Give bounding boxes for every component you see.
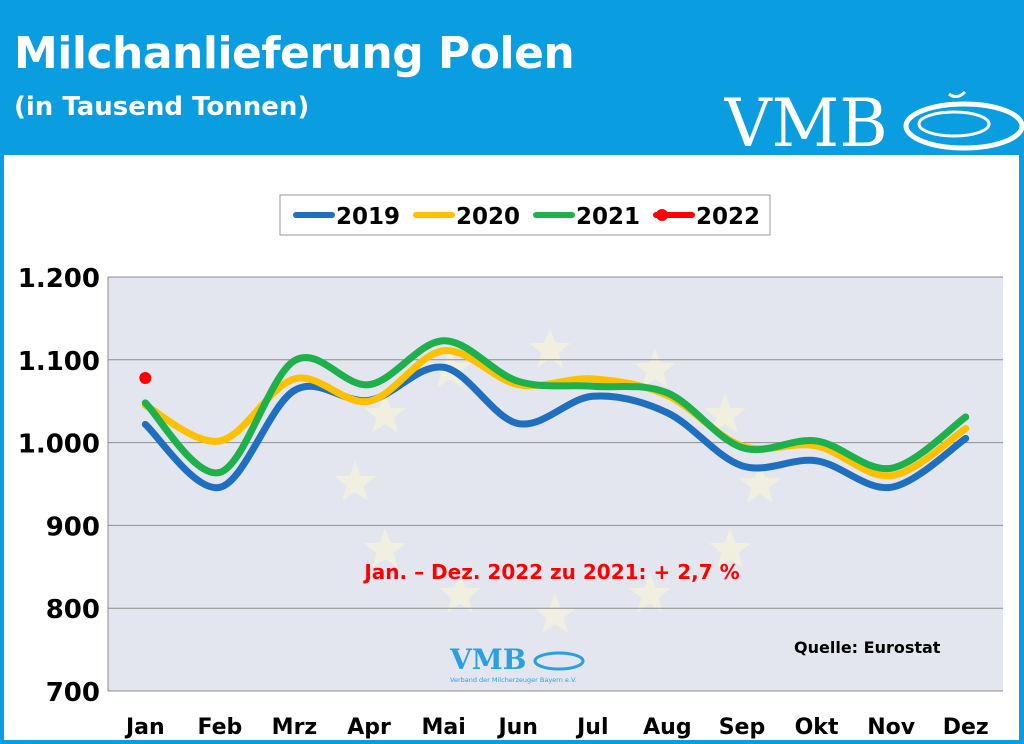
legend-label: 2020: [456, 204, 520, 230]
x-tick-label: Sep: [719, 715, 766, 740]
x-tick-label: Okt: [795, 715, 839, 740]
y-tick-label: 1.100: [18, 347, 100, 377]
x-tick-label: Nov: [867, 715, 916, 740]
legend-label: 2019: [336, 204, 400, 230]
x-tick-label: Feb: [197, 715, 242, 740]
y-tick-label: 900: [46, 512, 100, 542]
legend-label: 2022: [696, 204, 760, 230]
star-decoration: [709, 528, 751, 568]
legend-label: 2021: [576, 204, 640, 230]
x-tick-label: Mrz: [272, 715, 318, 740]
x-tick-label: Jan: [124, 715, 165, 740]
page-title: Milchanlieferung Polen: [14, 28, 575, 79]
star-decoration: [439, 573, 481, 613]
star-decoration: [739, 463, 781, 503]
star-decoration: [704, 393, 746, 433]
legend-marker: [656, 209, 668, 221]
watermark-logo-icon: [533, 651, 585, 671]
source-label: Quelle: Eurostat: [794, 638, 941, 657]
x-tick-label: Apr: [347, 715, 391, 740]
star-decoration: [364, 393, 406, 433]
star-decoration: [529, 328, 571, 368]
x-tick-label: Dez: [943, 715, 989, 740]
x-tick-label: Jul: [575, 715, 608, 740]
data-point-2022: [139, 372, 152, 385]
star-decoration: [534, 593, 576, 633]
star-decoration: [334, 461, 376, 501]
star-decoration: [634, 348, 676, 388]
x-tick-label: Aug: [643, 715, 691, 740]
y-tick-label: 1.200: [18, 264, 100, 294]
logo-text: VMB: [724, 85, 888, 154]
legend: 2019 2020 2021 2022: [279, 194, 771, 236]
x-tick-label: Jun: [496, 715, 538, 740]
chart-panel: 700 800 900 1.000 1.100 1.200 Jan Feb Mrz Apr Mai J…: [4, 155, 1019, 740]
vmb-logo: VMB: [724, 85, 1024, 154]
y-tick-label: 1.000: [18, 430, 100, 460]
watermark-caption: Verband der Milcherzeuger Bayern e.V.: [450, 676, 577, 684]
page-subtitle: (in Tausend Tonnen): [14, 92, 310, 122]
chart: 700 800 900 1.000 1.100 1.200 Jan Feb Mrz Apr Mai J…: [18, 194, 1003, 740]
series-line-2021: [141, 337, 970, 477]
star-decoration: [364, 528, 406, 568]
star-decoration: [629, 573, 671, 613]
series-line-2019: [141, 363, 970, 492]
header: Milchanlieferung Polen (in Tausend Tonne…: [0, 0, 1024, 154]
y-tick-label: 800: [46, 595, 100, 625]
y-tick-label: 700: [46, 678, 100, 708]
annotation: Jan. – Dez. 2022 zu 2021: + 2,7 %: [362, 560, 739, 584]
watermark-logo: VMB: [449, 643, 526, 676]
x-tick-label: Mai: [421, 715, 465, 740]
